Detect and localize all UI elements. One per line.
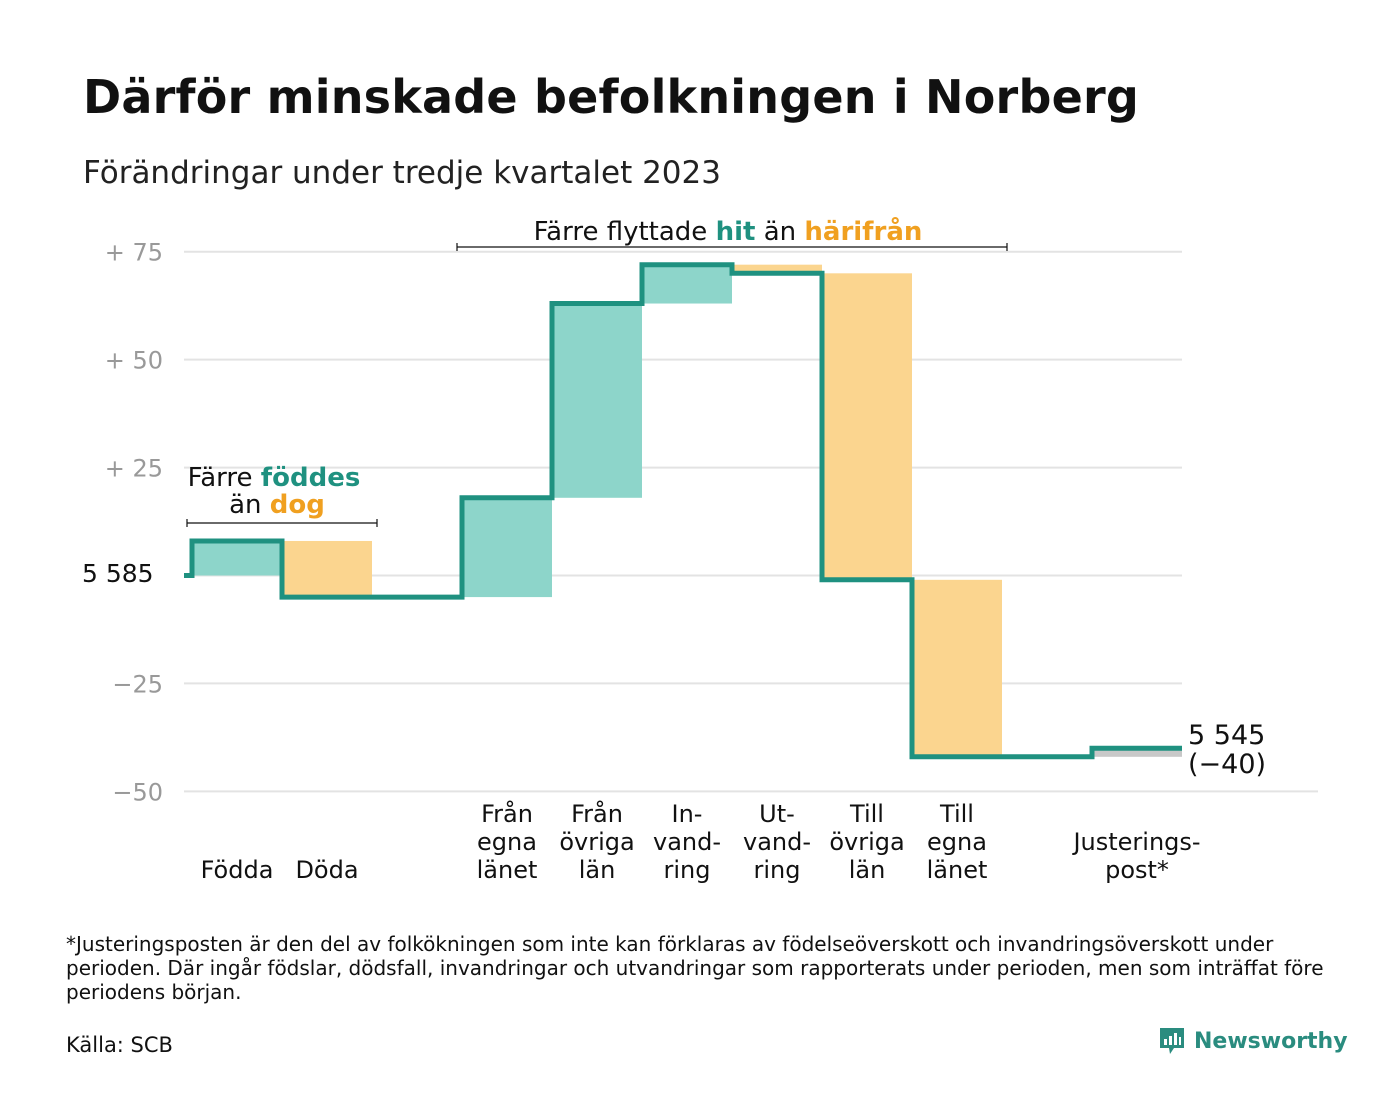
x-axis-label: Till <box>939 800 974 828</box>
waterfall-bar <box>282 540 372 598</box>
emphasis-dog: dog <box>270 490 325 520</box>
final-change-label: (−40) <box>1188 749 1266 780</box>
x-axis-label: Justerings- <box>1071 828 1200 856</box>
waterfall-bar <box>732 264 822 274</box>
x-axis-labels: Födda DödaFrånegnalänetFrånövrigalänIn-va… <box>201 799 1201 884</box>
x-axis-label: Till <box>849 800 884 828</box>
final-value-label: 5 545 <box>1188 720 1265 751</box>
migration-annotation: Färre flyttade hit än härifrån <box>456 215 1008 251</box>
x-axis-label: Från <box>481 799 533 828</box>
x-axis-label: Födda <box>201 856 274 884</box>
x-axis-label: Döda <box>295 856 358 884</box>
births-annotation-line2: än dog <box>229 490 325 520</box>
emphasis-fodde: föddes <box>261 463 361 493</box>
y-tick-label: + 75 <box>105 239 163 267</box>
y-tick-label: + 50 <box>105 347 163 375</box>
brand-logo[interactable]: Newsworthy <box>1158 1026 1348 1056</box>
waterfall-bar <box>1092 748 1182 757</box>
y-tick-label: −50 <box>112 778 163 806</box>
waterfall-bar <box>192 540 282 576</box>
waterfall-bar <box>822 273 912 580</box>
x-axis-label: vand- <box>743 828 811 856</box>
footnote: *Justeringsposten är den del av folkökni… <box>66 932 1324 1004</box>
x-axis-label: Från <box>571 799 623 828</box>
waterfall-bar <box>462 497 552 598</box>
x-axis-label: ring <box>664 856 711 884</box>
x-axis-label: post* <box>1105 856 1169 884</box>
x-axis-label: egna <box>927 828 987 856</box>
source-note: Källa: SCB <box>66 1033 173 1057</box>
y-axis-ticks: + 75 + 50 + 25 −25 −50 <box>105 239 163 807</box>
waterfall-bar <box>642 264 732 304</box>
baseline-value-label: 5 585 <box>82 559 154 588</box>
y-tick-label: + 25 <box>105 455 163 483</box>
chart-title: Därför minskade befolkningen i Norberg <box>83 70 1139 124</box>
emphasis-hit: hit <box>716 217 756 247</box>
births-annotation-line1: Färre föddes <box>188 463 361 493</box>
x-axis-label: övriga <box>829 828 904 856</box>
cumulative-step-line <box>184 262 1182 760</box>
x-axis-label: vand- <box>653 828 721 856</box>
chart-subtitle: Förändringar under tredje kvartalet 2023 <box>83 155 721 191</box>
x-axis-label: In- <box>672 800 703 828</box>
births-deaths-annotation: Färre föddes än dog <box>186 463 378 527</box>
x-axis-label: län <box>849 856 886 884</box>
waterfall-bar <box>552 303 642 498</box>
waterfall-chart: + 75+ 50+ 25−25−50 Födda DödaFrånegnaläne… <box>82 215 1318 884</box>
bars <box>192 264 1182 757</box>
x-axis-label: län <box>579 856 616 884</box>
x-axis-label: övriga <box>559 828 634 856</box>
brand-name: Newsworthy <box>1194 1028 1348 1054</box>
x-axis-label: länet <box>477 856 538 884</box>
x-axis-label: Ut- <box>759 800 795 828</box>
x-axis-label: ring <box>754 856 801 884</box>
waterfall-bar <box>912 579 1002 757</box>
emphasis-harifran: härifrån <box>804 215 922 247</box>
gridlines <box>184 250 1318 793</box>
x-axis-label: egna <box>477 828 537 856</box>
x-axis-label: länet <box>927 856 988 884</box>
migration-annotation-text: Färre flyttade hit än härifrån <box>534 215 923 247</box>
newsworthy-logo-icon <box>1160 1028 1184 1054</box>
y-tick-label: −25 <box>112 670 163 698</box>
